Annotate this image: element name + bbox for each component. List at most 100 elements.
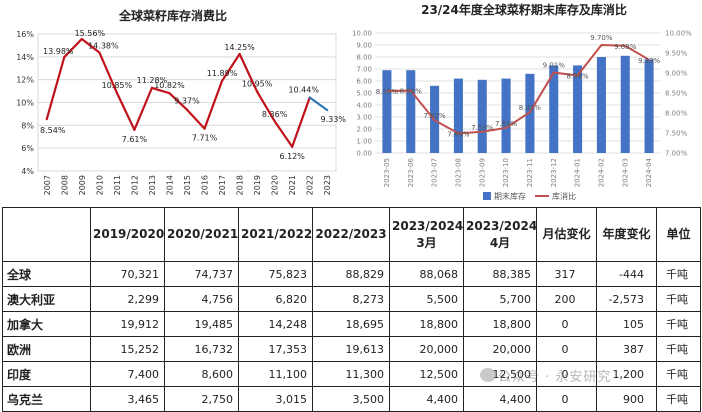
right-left-y-tick-label: 8.00 [356,54,372,62]
legend-bar-label: 期末库存 [494,191,526,201]
right-x-tick-label: 2023-08 [454,158,462,187]
table-cell: 317 [536,261,597,287]
left-data-label: 10.85% [102,81,133,90]
left-data-label: 9.37% [174,97,200,106]
right-x-tick-label: 2023-12 [550,158,558,187]
table-cell: 4,400 [463,386,537,412]
table-header-cell: 2023/2024 3月 [389,207,464,262]
table-cell: 12,500 [463,361,537,387]
table-cell: 200 [536,286,597,312]
table-cell: 3,015 [238,386,313,412]
table-header: 2019/2020 2020/2021 2021/2022 2022/2023 2023… [2,207,701,262]
table-cell: 20,000 [389,336,464,362]
left-x-tick-label: 2009 [78,175,87,195]
right-left-y-tick-label: 7.00 [356,66,372,74]
right-data-label: 7.63% [495,120,518,128]
table-cell: 15,252 [90,336,165,362]
ending-stock-bar [620,55,630,153]
left-x-tick-label: 2020 [271,175,280,195]
table-header-cell: 2022/2023 [312,207,390,262]
stock-to-use-ratio-chart: 全球菜籽库存消费比 4%6%8%10%12%14%16% 2007 2008 200… [16,8,346,195]
ending-stock-bar [477,79,487,153]
table-cell: 17,353 [238,336,313,362]
ratio-polyline [386,43,650,135]
left-data-label: 11.28% [137,76,168,85]
ending-stock-bar [382,70,392,153]
left-data-label: 11.89% [207,69,238,78]
region-name-cell: 加拿大 [2,311,91,337]
table-cell: 18,800 [463,311,537,337]
left-data-label: 10.44% [288,85,319,94]
right-right-y-tick-label: 9.50% [665,50,688,58]
left-x-tick-label: 2013 [148,175,157,195]
left-x-tick-label: 2016 [201,175,210,195]
region-name-cell: 乌克兰 [2,386,91,412]
table-cell: 0 [536,361,597,387]
right-data-label: 9.70% [590,34,613,42]
rapeseed-stock-table: 2019/2020 2020/2021 2021/2022 2022/2023 2023… [2,207,701,412]
right-legend: 期末库存 库消比 [483,191,576,201]
legend-bar-swatch [483,192,491,200]
table-header-cell [2,207,91,262]
table-header-cell: 单位 [656,207,701,262]
left-x-tick-label: 2018 [236,175,245,195]
ending-stock-chart: 23/24年度全球菜籽期末库存及库消比 0.00 1.00 2.00 3.00 4.00… [352,2,692,201]
left-x-tick-label: 2012 [130,175,139,195]
table-cell: 14,248 [238,311,313,337]
table-cell: 8,273 [312,286,390,312]
left-data-label: 10.82% [154,81,185,90]
right-data-labels: 8.55% 8.56% 7.82% 7.49%7.53% 7.63%8.02% 9.01%… [376,34,661,138]
table-cell: 3,500 [312,386,390,412]
table-header-row: 2019/2020 2020/2021 2021/2022 2022/2023 2023… [2,207,701,262]
table-cell: 11,100 [238,361,313,387]
table-cell: 19,485 [164,311,239,337]
table-cell: 千吨 [656,336,701,362]
right-left-y-tick-label: 4.00 [356,102,372,110]
left-line-segment [45,55,66,121]
region-name-cell: 全球 [2,261,91,287]
left-data-label: 10.95% [242,80,273,89]
table-cell: 6,820 [238,286,313,312]
right-left-y-tick-label: 6.00 [356,78,372,86]
left-data-label: 8.36% [262,110,288,119]
table-cell: 0 [536,386,597,412]
table-cell: 387 [596,336,657,362]
right-left-y-tick-label: 1.00 [356,138,372,146]
left-line-segment [133,86,154,131]
table-cell: 2,299 [90,286,165,312]
table-cell: 3,465 [90,386,165,412]
left-y-tick-label: 16% [16,30,34,39]
table-cell: 千吨 [656,311,701,337]
right-data-label: 9.01% [543,62,566,70]
right-right-y-axis: 7.00% 7.50% 8.00% 8.50% 9.00% 9.50% 10.00% [665,30,692,158]
right-chart-title: 23/24年度全球菜籽期末库存及库消比 [421,2,627,17]
table-cell: 5,700 [463,286,537,312]
table-header-cell: 2019/2020 [90,207,165,262]
table-cell: 18,800 [389,311,464,337]
left-line-segment [80,37,101,54]
right-data-label: 8.94% [566,72,589,80]
table-cell: 千吨 [656,386,701,412]
table-cell: 19,912 [90,311,165,337]
left-line-segment [273,120,294,148]
right-left-y-tick-label: 0.00 [356,150,372,158]
table-cell: 75,823 [238,261,313,287]
right-x-tick-label: 2024-02 [597,158,605,187]
region-name-cell: 印度 [2,361,91,387]
left-x-tick-label: 2019 [253,175,262,195]
ending-stock-bar [573,65,583,153]
left-line-segment [308,96,329,112]
table-cell: 900 [596,386,657,412]
ending-stock-bar [453,78,463,153]
table-cell: 千吨 [656,361,701,387]
right-left-y-tick-label: 9.00 [356,42,372,50]
left-y-tick-label: 4% [21,167,34,176]
left-x-tick-label: 2022 [306,175,315,195]
table-cell: 12,500 [389,361,464,387]
table-cell: 70,321 [90,261,165,287]
table-header-cell: 2021/2022 [238,207,313,262]
left-x-tick-label: 2011 [113,175,122,195]
right-x-tick-label: 2023-05 [383,158,391,187]
table-cell: 88,829 [312,261,390,287]
right-left-y-tick-label: 10.00 [352,30,372,38]
